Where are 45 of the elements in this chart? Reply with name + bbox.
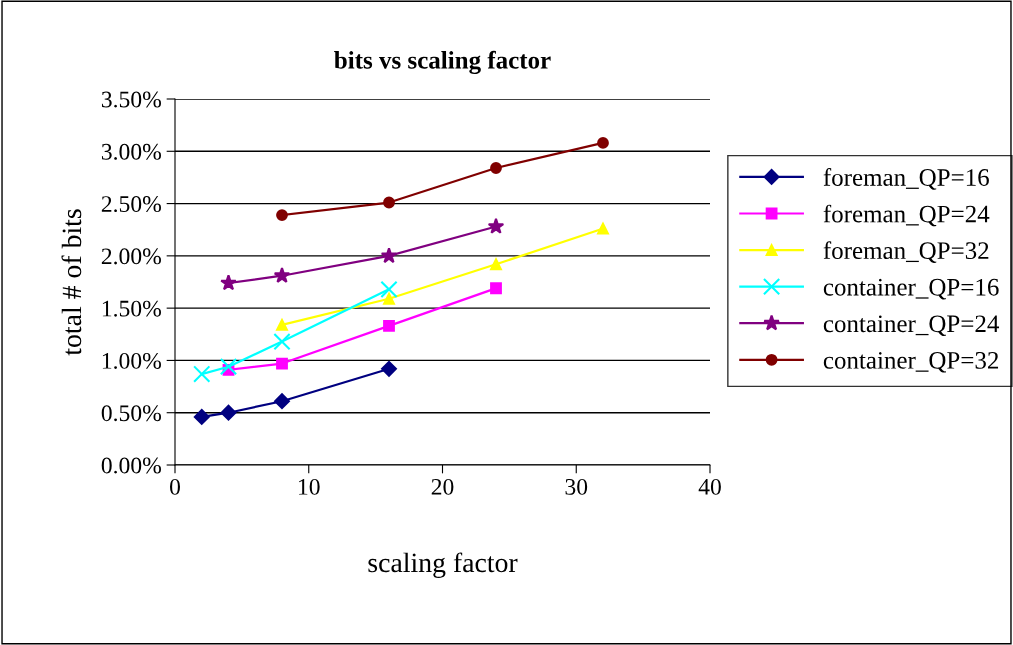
y-axis-title: total # of bits <box>61 209 82 356</box>
legend-label: container_QP=16 <box>823 278 999 300</box>
y-tick-label: 0.00% <box>101 457 161 474</box>
point <box>274 393 290 410</box>
point <box>273 332 291 351</box>
point <box>383 196 395 209</box>
y-tick-label: 1.50% <box>102 300 161 317</box>
point <box>380 247 398 264</box>
point <box>220 274 237 291</box>
x-axis-title: scaling factor <box>368 552 518 578</box>
legend-label: foreman_QP=24 <box>823 204 990 227</box>
point <box>597 137 609 149</box>
legend-label: container_QP=24 <box>823 315 1000 337</box>
point <box>490 282 502 295</box>
x-tick-label: 20 <box>431 478 454 495</box>
point <box>276 357 288 370</box>
x-tick-label: 40 <box>698 478 721 495</box>
point <box>383 292 395 305</box>
point <box>193 365 211 383</box>
y-tick-label: 2.50% <box>101 196 161 213</box>
point <box>276 209 288 221</box>
point <box>380 280 398 298</box>
point <box>219 358 238 376</box>
x-tick-label: 10 <box>299 478 320 495</box>
point <box>597 222 609 235</box>
y-tick-label: 3.50% <box>101 91 161 108</box>
point <box>273 267 291 283</box>
legend-label: container_QP=32 <box>823 351 999 373</box>
chart-title: bits vs scaling factor <box>334 50 551 74</box>
y-tick-label: 3.00% <box>101 143 161 160</box>
x-tick-label: 0 <box>170 478 180 495</box>
point <box>487 217 505 234</box>
x-tick-label: 30 <box>565 478 588 495</box>
y-tick-label: 0.50% <box>101 405 161 422</box>
point <box>193 408 210 425</box>
point <box>490 258 502 271</box>
legend-label: foreman_QP=16 <box>823 168 989 190</box>
point <box>490 162 502 174</box>
point <box>220 404 237 421</box>
y-tick-label: 2.00% <box>101 248 161 265</box>
point <box>276 318 288 331</box>
point <box>383 320 395 332</box>
point <box>381 360 397 377</box>
legend-label: foreman_QP=32 <box>823 241 989 263</box>
y-tick-label: 1.00% <box>102 352 161 369</box>
